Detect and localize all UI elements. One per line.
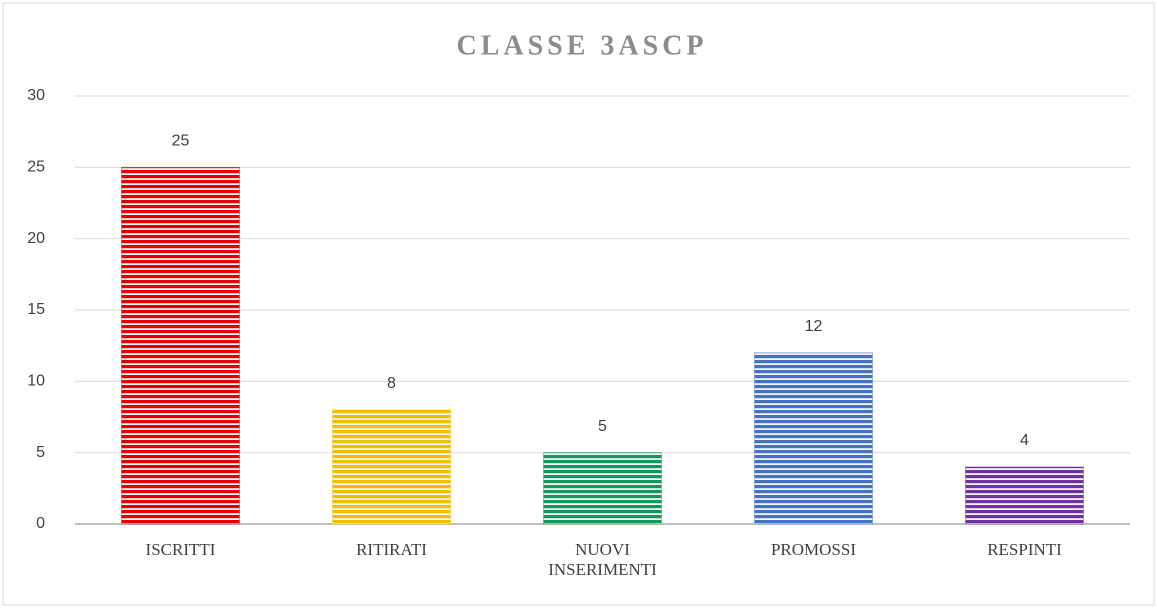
y-tick-label: 30 bbox=[27, 87, 45, 104]
y-tick-label: 25 bbox=[27, 159, 45, 176]
chart-title: CLASSE 3ASCP bbox=[456, 30, 707, 61]
bar bbox=[121, 166, 240, 525]
data-label: 5 bbox=[598, 418, 607, 435]
y-tick-label: 20 bbox=[27, 230, 45, 247]
y-tick-label: 10 bbox=[27, 373, 45, 390]
bar bbox=[754, 352, 873, 525]
data-label: 25 bbox=[172, 133, 190, 150]
y-tick-label: 5 bbox=[36, 444, 45, 461]
bar bbox=[332, 409, 451, 525]
data-label: 4 bbox=[1020, 432, 1029, 449]
y-tick-label: 0 bbox=[36, 515, 45, 532]
data-label: 8 bbox=[387, 375, 396, 392]
x-tick-label: PROMOSSI bbox=[770, 540, 857, 559]
data-label: 12 bbox=[805, 318, 823, 335]
x-tick-label: RITIRATI bbox=[356, 540, 427, 559]
x-tick-label: NUOVI INSERIMENTI bbox=[548, 540, 657, 579]
bar bbox=[543, 452, 662, 525]
y-tick-label: 15 bbox=[27, 301, 45, 318]
x-tick-label: ISCRITTI bbox=[145, 540, 216, 559]
bar bbox=[965, 466, 1084, 525]
x-tick-label: RESPINTI bbox=[987, 540, 1062, 559]
